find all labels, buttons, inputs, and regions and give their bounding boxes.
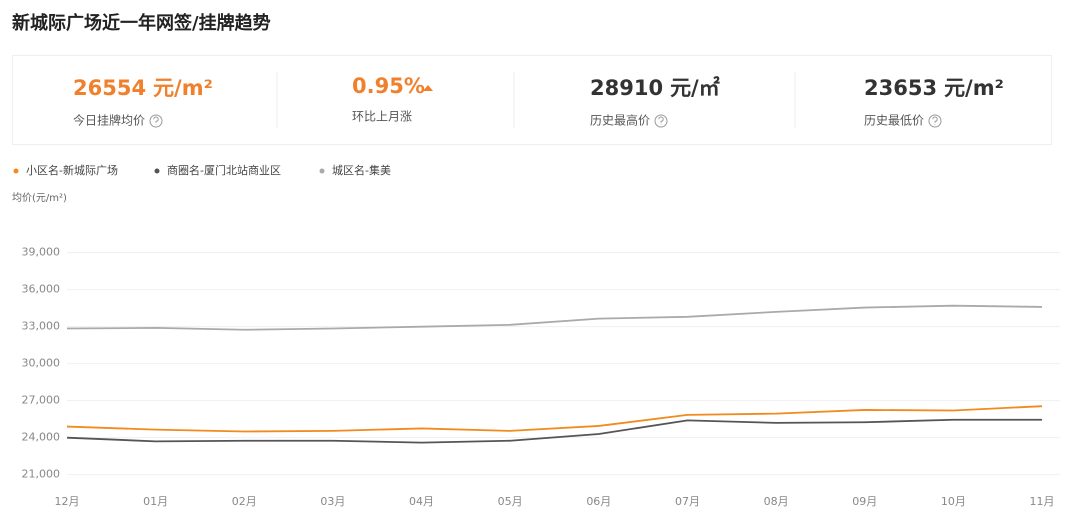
y-tick-label: 27,000 bbox=[22, 394, 61, 407]
x-tick-label: 03月 bbox=[320, 495, 345, 508]
stat-value: 26554 元/m² bbox=[73, 76, 213, 100]
y-tick-label: 30,000 bbox=[22, 357, 61, 370]
up-arrow bbox=[423, 85, 433, 91]
y-tick-label: 21,000 bbox=[22, 468, 61, 481]
x-tick-label: 02月 bbox=[232, 495, 257, 508]
x-tick-label: 12月 bbox=[55, 495, 80, 508]
stat-value: 28910 元/㎡ bbox=[590, 76, 720, 100]
stat-label: 环比上月涨 bbox=[352, 109, 412, 124]
legend-marker bbox=[13, 168, 19, 174]
stats-panel bbox=[12, 55, 1052, 145]
legend-label: 城区名-集美 bbox=[332, 163, 391, 177]
x-tick-label: 07月 bbox=[675, 495, 700, 508]
legend-marker bbox=[319, 168, 325, 174]
x-tick-label: 10月 bbox=[941, 495, 966, 508]
y-tick-label: 33,000 bbox=[22, 320, 61, 333]
stat-label: 今日挂牌均价 bbox=[73, 113, 145, 128]
page-title: 新城际广场近一年网签/挂牌趋势 bbox=[12, 12, 271, 34]
x-tick-label: 08月 bbox=[764, 495, 789, 508]
legend-label: 小区名-新城际广场 bbox=[26, 163, 118, 177]
x-tick-label: 04月 bbox=[409, 495, 434, 508]
stat-label: 历史最高价 bbox=[590, 113, 650, 128]
legend-marker bbox=[154, 168, 160, 174]
legend-label: 商圈名-厦门北站商业区 bbox=[167, 163, 281, 177]
x-tick-label: 01月 bbox=[143, 495, 168, 508]
y-tick-label: 36,000 bbox=[22, 283, 61, 296]
x-tick-label: 06月 bbox=[586, 495, 611, 508]
y-tick-label: 24,000 bbox=[22, 431, 61, 444]
stat-value: 0.95% bbox=[352, 74, 425, 98]
help-icon[interactable] bbox=[654, 114, 668, 128]
x-tick-label: 11月 bbox=[1030, 495, 1055, 508]
help-icon[interactable] bbox=[928, 114, 942, 128]
x-tick-label: 05月 bbox=[498, 495, 523, 508]
y-tick-label: 39,000 bbox=[22, 246, 61, 259]
stat-value: 23653 元/m² bbox=[864, 76, 1004, 100]
series-line bbox=[66, 304, 1043, 331]
help-icon[interactable] bbox=[149, 114, 163, 128]
y-axis-title: 均价(元/m²) bbox=[12, 192, 67, 204]
stat-label: 历史最低价 bbox=[864, 114, 924, 128]
series-line bbox=[66, 418, 1042, 444]
series-line bbox=[66, 405, 1043, 433]
x-tick-label: 09月 bbox=[852, 495, 877, 508]
